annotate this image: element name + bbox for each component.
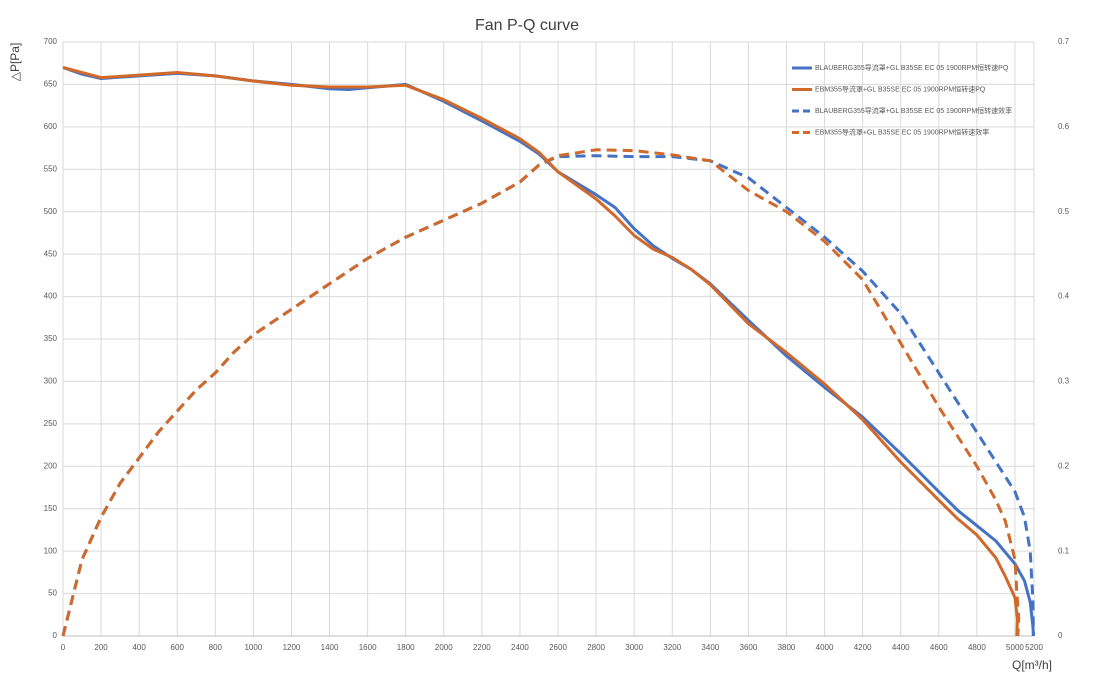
x-tick-label: 1000: [244, 643, 262, 652]
y-tick-label: 500: [44, 207, 58, 216]
x-tick-label: 600: [171, 643, 185, 652]
x-tick-label: 4600: [930, 643, 948, 652]
x-tick-label: 3800: [778, 643, 796, 652]
y2-tick-label: 0: [1058, 631, 1063, 640]
x-tick-label: 5200: [1025, 643, 1043, 652]
x-tick-label: 3400: [701, 643, 719, 652]
x-tick-label: 4000: [816, 643, 834, 652]
x-tick-label: 4400: [892, 643, 910, 652]
x-tick-label: 1600: [359, 643, 377, 652]
y-tick-label: 600: [44, 122, 58, 131]
x-tick-label: 3600: [740, 643, 758, 652]
y-tick-label: 700: [44, 37, 58, 46]
x-tick-label: 1800: [397, 643, 415, 652]
y-tick-label: 150: [44, 504, 58, 513]
x-tick-label: 200: [94, 643, 108, 652]
x-tick-label: 2400: [511, 643, 529, 652]
y-tick-label: 450: [44, 249, 58, 258]
legend-label: BLAUBERG355导流罩+GL B35SE EC 05 1900RPM恒转速…: [815, 63, 1009, 72]
x-tick-label: 1200: [283, 643, 301, 652]
x-tick-label: 3000: [625, 643, 643, 652]
y2-tick-label: 0.5: [1058, 207, 1070, 216]
x-tick-label: 800: [209, 643, 223, 652]
y-tick-label: 100: [44, 546, 58, 555]
y-tick-label: 300: [44, 377, 58, 386]
x-tick-label: 2000: [435, 643, 453, 652]
y2-tick-label: 0.2: [1058, 461, 1070, 470]
y-tick-label: 0: [53, 631, 58, 640]
y-tick-label: 350: [44, 334, 58, 343]
x-tick-label: 2800: [587, 643, 605, 652]
y-tick-label: 400: [44, 292, 58, 301]
y-tick-label: 550: [44, 164, 58, 173]
x-tick-label: 2600: [549, 643, 567, 652]
series-line: [61, 148, 1021, 637]
x-tick-label: 400: [132, 643, 146, 652]
y2-tick-label: 0.1: [1058, 546, 1070, 555]
x-tick-label: 4800: [968, 643, 986, 652]
x-tick-label: 3200: [663, 643, 681, 652]
y2-tick-label: 0.7: [1058, 37, 1070, 46]
series-line: [62, 66, 1019, 637]
legend-box: [783, 54, 1051, 146]
legend-label: EBM355导流罩+GL B35SE EC 05 1900RPM恒转速效率: [815, 127, 989, 136]
legend-label: BLAUBERG355导流罩+GL B35SE EC 05 1900RPM恒转速…: [815, 106, 1012, 115]
y-tick-label: 50: [48, 589, 57, 598]
y-tick-label: 650: [44, 80, 58, 89]
y-tick-label: 200: [44, 461, 58, 470]
y-tick-label: 250: [44, 419, 58, 428]
chart-title: Fan P-Q curve: [475, 17, 579, 34]
y2-tick-label: 0.3: [1058, 377, 1070, 386]
y2-tick-label: 0.4: [1058, 292, 1070, 301]
series-line: [61, 154, 1035, 637]
x-tick-label: 5000: [1006, 643, 1024, 652]
x-tick-label: 2200: [473, 643, 491, 652]
x-tick-label: 0: [61, 643, 66, 652]
legend-label: EBM355导流罩+GL B35SE EC 05 1900RPM恒转速PQ: [815, 84, 986, 93]
x-tick-label: 1400: [321, 643, 339, 652]
x-axis-title: Q[m³/h]: [1012, 658, 1052, 672]
x-tick-label: 4200: [854, 643, 872, 652]
y2-tick-label: 0.6: [1058, 122, 1070, 131]
y-axis-title: △P[Pa]: [8, 43, 22, 82]
